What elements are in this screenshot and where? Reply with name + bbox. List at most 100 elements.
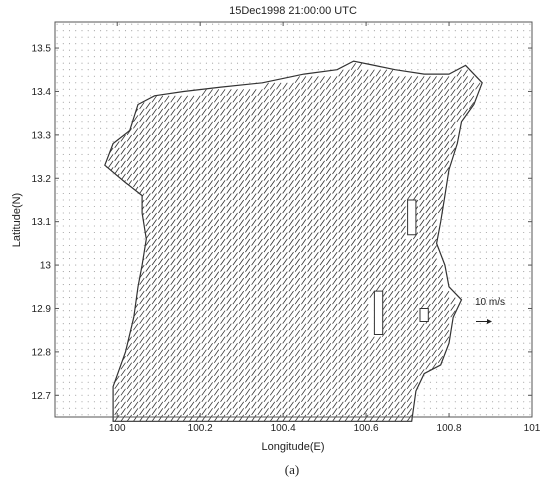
wind-vector: [170, 336, 176, 344]
wind-vector: [245, 271, 251, 279]
wind-vector: [431, 212, 437, 220]
wind-vector: [350, 173, 357, 181]
wind-vector: [276, 186, 282, 194]
wind-vector: [400, 401, 406, 409]
land-dot: [187, 43, 189, 45]
land-dot: [93, 290, 95, 292]
land-dot: [448, 264, 450, 266]
land-dot: [498, 23, 500, 25]
land-dot: [199, 75, 201, 77]
land-dot: [473, 381, 475, 383]
land-dot: [317, 56, 319, 58]
land-dot: [87, 218, 89, 221]
wind-vector: [313, 76, 319, 84]
wind-vector: [238, 277, 245, 285]
wind-vector: [145, 362, 151, 370]
land-dot: [460, 303, 463, 305]
wind-vector: [207, 277, 213, 285]
wind-vector: [419, 342, 425, 351]
wind-vector: [126, 375, 133, 383]
wind-vector: [251, 316, 257, 324]
wind-vector: [151, 342, 157, 351]
wind-vector: [369, 238, 375, 246]
land-dot: [124, 56, 127, 58]
wind-vector: [263, 82, 269, 90]
land-dot: [529, 375, 531, 377]
land-dot: [274, 30, 276, 32]
wind-vector: [201, 329, 207, 337]
wind-vector: [375, 147, 381, 155]
land-dot: [100, 244, 102, 247]
wind-vector: [325, 76, 332, 84]
wind-vector: [269, 154, 276, 162]
wind-vector: [282, 160, 288, 168]
land-dot: [68, 121, 71, 123]
wind-vector: [288, 395, 294, 403]
land-dot: [106, 381, 108, 383]
wind-vector: [213, 290, 220, 298]
wind-vector: [294, 193, 301, 201]
wind-vector: [325, 349, 332, 357]
wind-vector: [444, 89, 450, 97]
wind-vector: [226, 167, 232, 175]
land-dot: [75, 244, 77, 247]
land-dot: [516, 323, 519, 325]
land-dot: [380, 30, 382, 32]
wind-vector: [369, 147, 375, 155]
wind-vector: [257, 401, 263, 409]
land-dot: [137, 69, 139, 71]
wind-vector: [282, 336, 288, 344]
land-dot: [454, 69, 456, 71]
land-dot: [149, 49, 151, 51]
land-dot: [118, 95, 120, 97]
wind-vector: [437, 186, 444, 194]
land-dot: [404, 62, 407, 64]
wind-vector: [313, 102, 319, 110]
wind-vector: [257, 173, 263, 181]
wind-vector: [207, 264, 213, 272]
wind-vector: [182, 258, 189, 266]
wind-vector: [307, 173, 313, 181]
wind-vector: [207, 362, 213, 370]
wind-vector: [201, 336, 207, 344]
wind-vector: [189, 95, 195, 103]
land-dot: [124, 49, 127, 51]
land-dot: [299, 49, 301, 51]
land-dot: [485, 179, 487, 181]
land-dot: [112, 192, 114, 195]
wind-vector: [338, 277, 344, 285]
wind-vector: [332, 134, 338, 142]
land-dot: [93, 114, 95, 116]
wind-vector: [213, 375, 220, 383]
land-dot: [448, 36, 450, 38]
wind-vector: [245, 232, 251, 240]
wind-vector: [325, 238, 332, 246]
wind-vector: [182, 395, 189, 403]
wind-vector: [157, 251, 164, 259]
land-dot: [62, 407, 64, 409]
y-axis-label: Latitude(N): [11, 193, 23, 247]
land-dot: [479, 199, 481, 201]
wind-vector: [357, 180, 363, 188]
land-dot: [62, 401, 64, 403]
wind-vector: [381, 375, 388, 383]
land-dot: [479, 23, 481, 25]
wind-vector: [207, 180, 213, 188]
wind-vector: [282, 180, 288, 188]
land-dot: [87, 147, 89, 149]
land-dot: [467, 121, 469, 123]
land-dot: [460, 329, 463, 331]
land-dot: [473, 388, 475, 390]
wind-vector: [282, 264, 288, 272]
wind-vector: [276, 154, 282, 162]
wind-vector: [357, 62, 363, 71]
land-dot: [510, 205, 512, 208]
wind-vector: [176, 264, 182, 272]
land-dot: [473, 173, 475, 175]
wind-vector: [182, 303, 189, 311]
wind-vector: [381, 95, 388, 103]
wind-vector: [263, 401, 269, 409]
wind-vector: [145, 193, 151, 201]
land-dot: [485, 238, 487, 240]
land-dot: [516, 264, 519, 266]
